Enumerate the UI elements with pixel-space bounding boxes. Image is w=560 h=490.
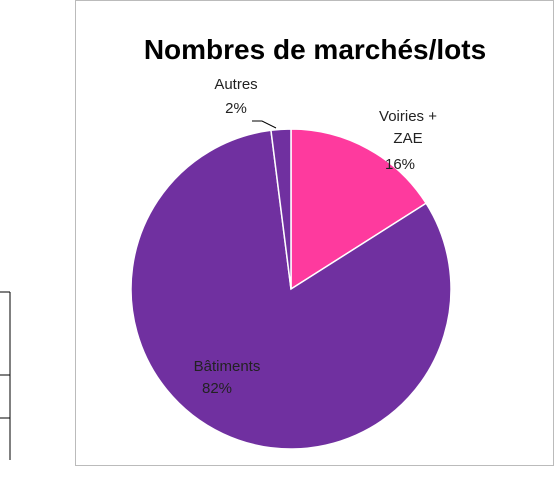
slice-value-label: 2% xyxy=(225,100,247,117)
leader-line xyxy=(252,120,277,129)
chart-title: Nombres de marchés/lots xyxy=(143,34,487,65)
pie-slice xyxy=(270,128,292,290)
pie-slice xyxy=(290,128,428,291)
slice-value-label: 82% xyxy=(201,380,233,397)
pie-slice xyxy=(130,129,452,450)
slice-label: Voiries + ZAE xyxy=(379,108,437,147)
slice-value-label: 16% xyxy=(384,156,416,173)
slice-label: Bâtiments xyxy=(193,358,261,375)
slice-label: Autres xyxy=(214,76,258,93)
